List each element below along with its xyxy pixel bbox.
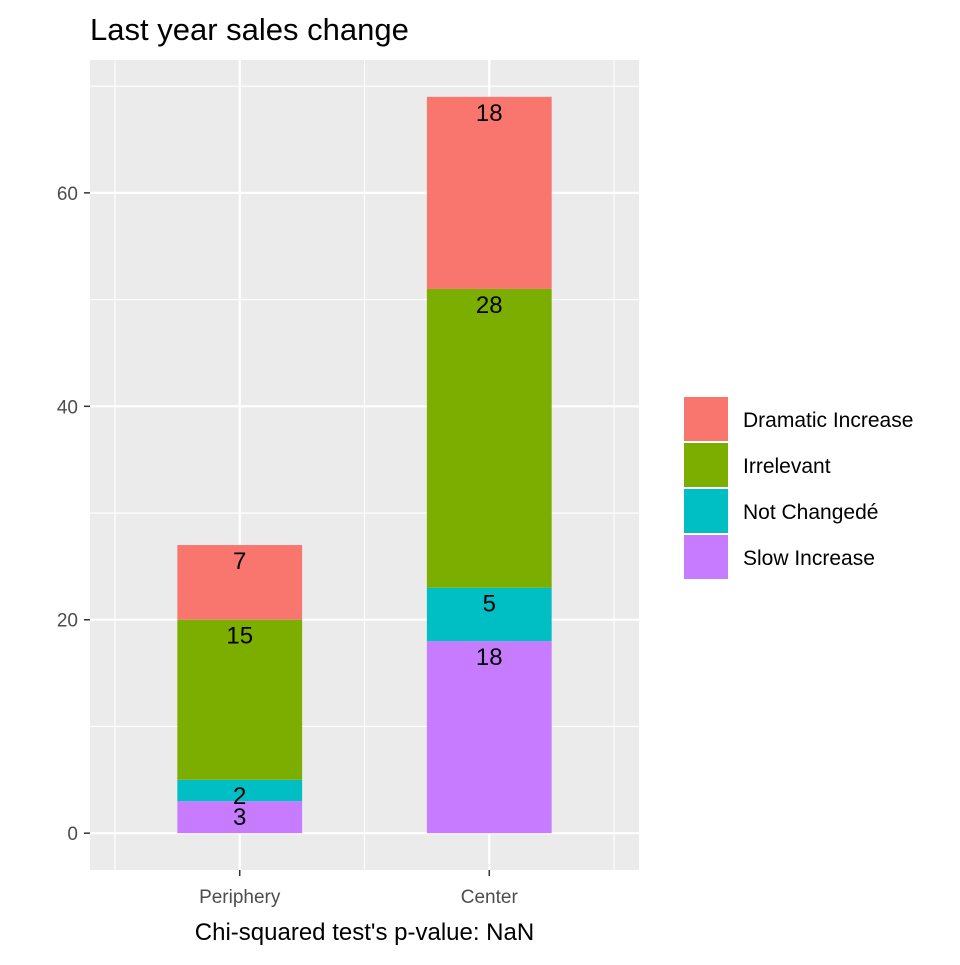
bar-value-label: 28 bbox=[476, 292, 503, 319]
bars bbox=[177, 96, 552, 834]
bar-segment bbox=[177, 801, 303, 834]
bar-segment bbox=[426, 96, 552, 289]
bar-segment bbox=[177, 545, 303, 620]
bar-segment bbox=[426, 288, 552, 588]
x-axis-title: Chi-squared test's p-value: NaN bbox=[195, 919, 534, 946]
chart-title: Last year sales change bbox=[90, 12, 409, 47]
legend-key bbox=[684, 397, 728, 441]
legend-label: Dramatic Increase bbox=[743, 409, 913, 432]
bar-value-label: 3 bbox=[233, 804, 246, 831]
bar-labels: 32 15 7 18 5 28 18 bbox=[226, 100, 502, 831]
bar-value-label: 15 bbox=[226, 623, 253, 650]
legend-label: Not Changedé bbox=[743, 501, 878, 524]
y-axis: 0 20 40 60 bbox=[57, 184, 90, 845]
bar-value-label: 5 bbox=[483, 591, 496, 618]
bar-segment bbox=[177, 779, 303, 802]
bar-value-label: 18 bbox=[476, 644, 503, 671]
bar-value-label: 7 bbox=[233, 548, 246, 575]
legend-key bbox=[684, 443, 728, 487]
bar-segment bbox=[426, 641, 552, 834]
bar-value-label: 2 bbox=[233, 783, 246, 810]
bar-value-label: 18 bbox=[476, 100, 503, 127]
legend: Dramatic Increase Irrelevant Not Changedé S… bbox=[684, 397, 913, 579]
x-axis: Periphery Center bbox=[199, 870, 518, 908]
y-tick-label: 0 bbox=[67, 824, 78, 845]
y-tick-label: 60 bbox=[57, 184, 78, 205]
y-tick-label: 20 bbox=[57, 611, 78, 632]
bar-segment bbox=[177, 619, 303, 780]
legend-label: Slow Increase bbox=[743, 547, 875, 570]
bar-segment bbox=[426, 587, 552, 642]
legend-key bbox=[684, 535, 728, 579]
y-tick-label: 40 bbox=[57, 397, 78, 418]
legend-key bbox=[684, 489, 728, 533]
x-tick-label: Center bbox=[461, 887, 519, 908]
x-tick-label: Periphery bbox=[199, 887, 281, 908]
legend-label: Irrelevant bbox=[743, 455, 831, 478]
